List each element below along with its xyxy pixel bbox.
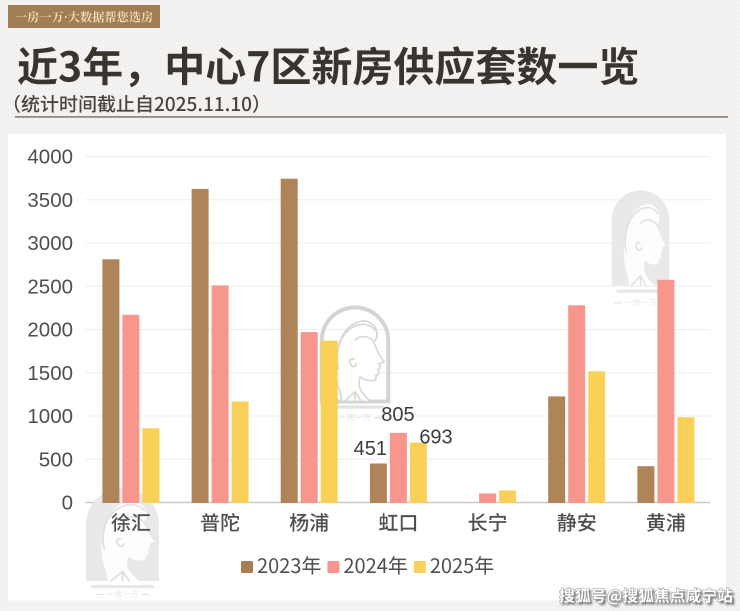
svg-text:2000: 2000 [27, 319, 73, 342]
svg-text:500: 500 [39, 448, 73, 471]
svg-text:4000: 4000 [27, 146, 73, 169]
svg-text:693: 693 [419, 427, 452, 449]
svg-text:2500: 2500 [27, 275, 73, 298]
svg-text:451: 451 [354, 438, 387, 460]
svg-text:1000: 1000 [27, 405, 73, 428]
svg-text:0: 0 [62, 492, 73, 515]
svg-text:1500: 1500 [27, 362, 73, 385]
svg-text:3000: 3000 [27, 232, 73, 255]
svg-text:3500: 3500 [27, 189, 73, 212]
svg-text:805: 805 [381, 404, 414, 426]
